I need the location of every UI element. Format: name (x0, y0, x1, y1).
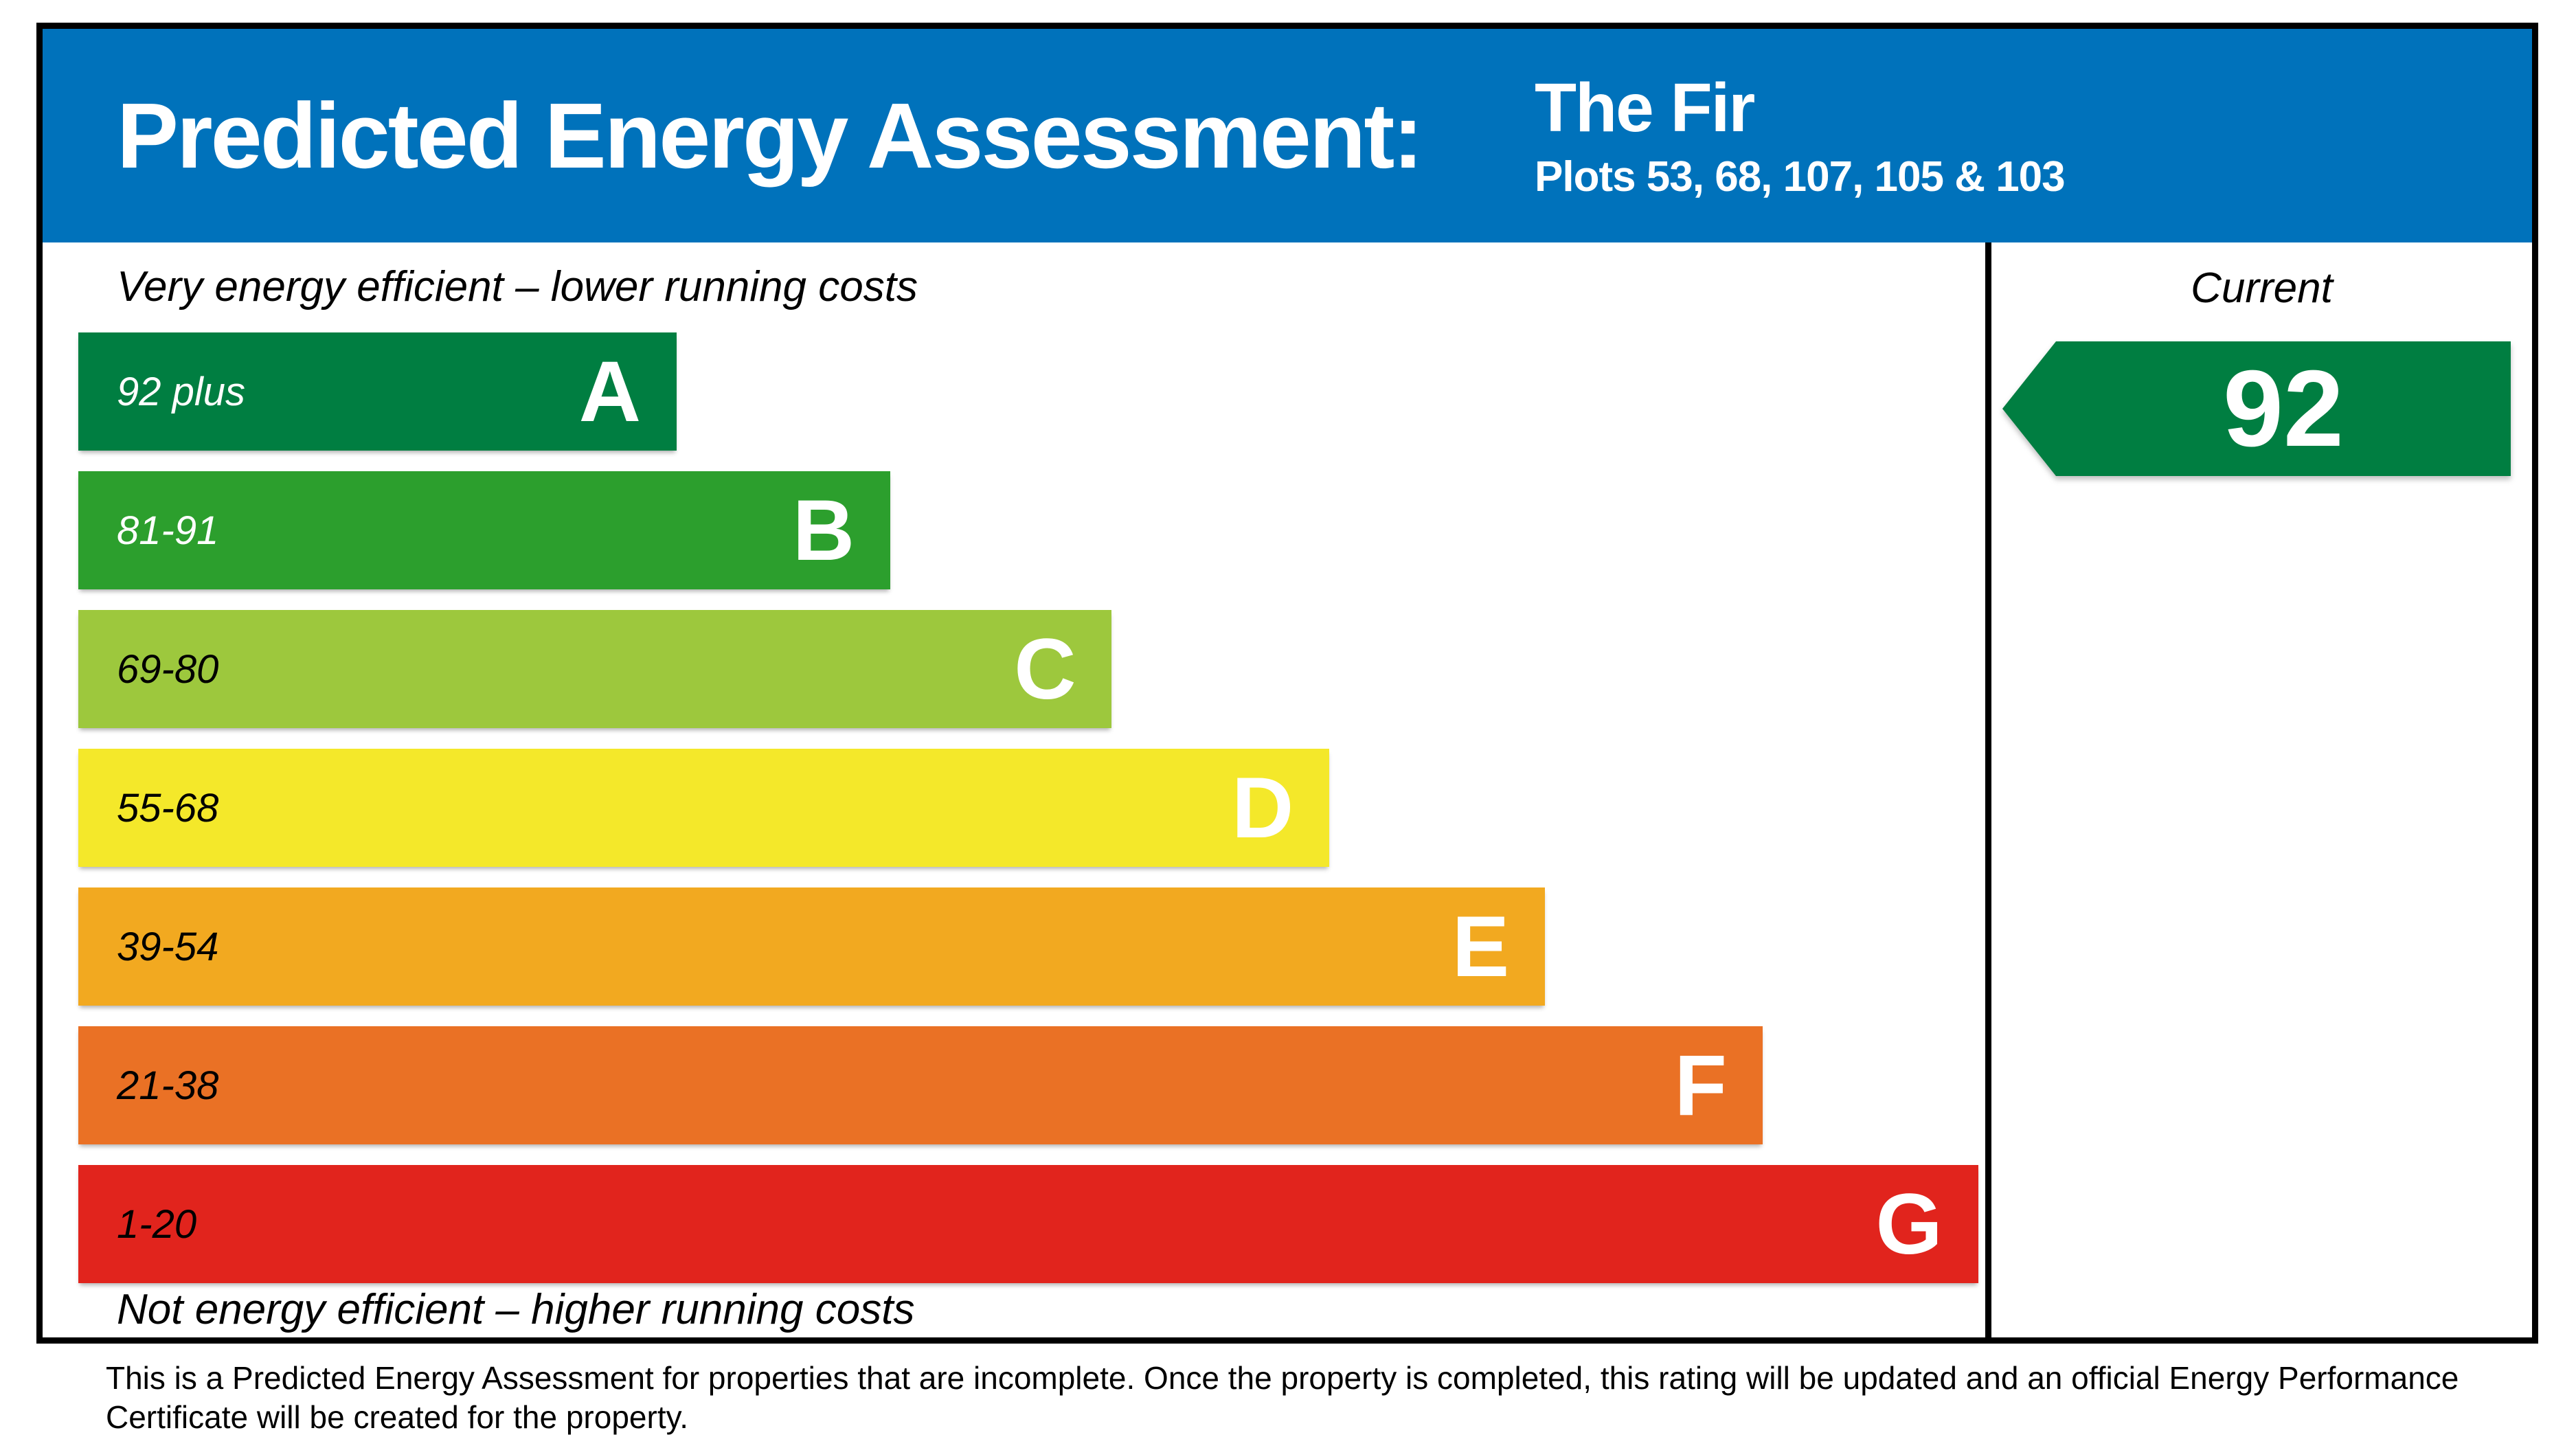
band-letter: C (1014, 621, 1076, 717)
band-letter: D (1231, 760, 1294, 856)
band-letter: G (1875, 1176, 1943, 1272)
rating-bands: 92 plus A 81-91 B 69-80 C 55-68 D 39-54 E 21-38 F 1-… (43, 332, 1985, 1283)
chart-body: Very energy efficient – lower running co… (43, 242, 2532, 1337)
rating-band-D: 55-68 D (78, 749, 1330, 867)
band-range-label: 1-20 (117, 1201, 197, 1247)
epc-chart-frame: Predicted Energy Assessment: The Fir Plo… (36, 23, 2538, 1344)
rating-band-G: 1-20 G (78, 1165, 1978, 1283)
rating-band-B: 81-91 B (78, 471, 891, 589)
band-letter: A (578, 343, 642, 440)
footer-disclaimer: This is a Predicted Energy Assessment fo… (106, 1359, 2496, 1437)
band-range-label: 69-80 (117, 646, 219, 692)
band-range-label: 55-68 (117, 785, 219, 830)
property-info: The Fir Plots 53, 68, 107, 105 & 103 (1535, 67, 2066, 206)
band-range-label: 81-91 (117, 508, 219, 553)
top-axis-label: Very energy efficient – lower running co… (117, 263, 918, 310)
band-letter: E (1451, 898, 1510, 995)
rating-band-F: 21-38 F (78, 1026, 1763, 1144)
current-rating-arrow: 92 (1998, 341, 2522, 476)
rating-band-E: 39-54 E (78, 887, 1546, 1006)
current-column-header: Current (2191, 264, 2333, 312)
band-letter: B (792, 482, 855, 578)
property-name: The Fir (1535, 69, 1755, 146)
footer-line-2: Certificate will be created for the prop… (106, 1399, 688, 1435)
page-title: Predicted Energy Assessment: (117, 84, 1423, 188)
band-letter: F (1674, 1037, 1727, 1133)
current-arrow-shape (2002, 341, 2511, 476)
current-rating-pane: Current 92 (1985, 242, 2532, 1337)
band-range-label: 21-38 (117, 1063, 219, 1108)
current-rating-value: 92 (2223, 348, 2344, 469)
header: Predicted Energy Assessment: The Fir Plo… (43, 29, 2532, 242)
band-range-label: 92 plus (117, 369, 246, 414)
footer-line-1: This is a Predicted Energy Assessment fo… (106, 1360, 2459, 1396)
bottom-axis-label: Not energy efficient – higher running co… (117, 1286, 915, 1333)
rating-band-A: 92 plus A (78, 332, 677, 451)
band-range-label: 39-54 (117, 924, 219, 969)
property-plots: Plots 53, 68, 107, 105 & 103 (1535, 153, 2066, 201)
rating-scale-pane: Very energy efficient – lower running co… (43, 242, 1985, 1337)
rating-band-C: 69-80 C (78, 610, 1112, 728)
